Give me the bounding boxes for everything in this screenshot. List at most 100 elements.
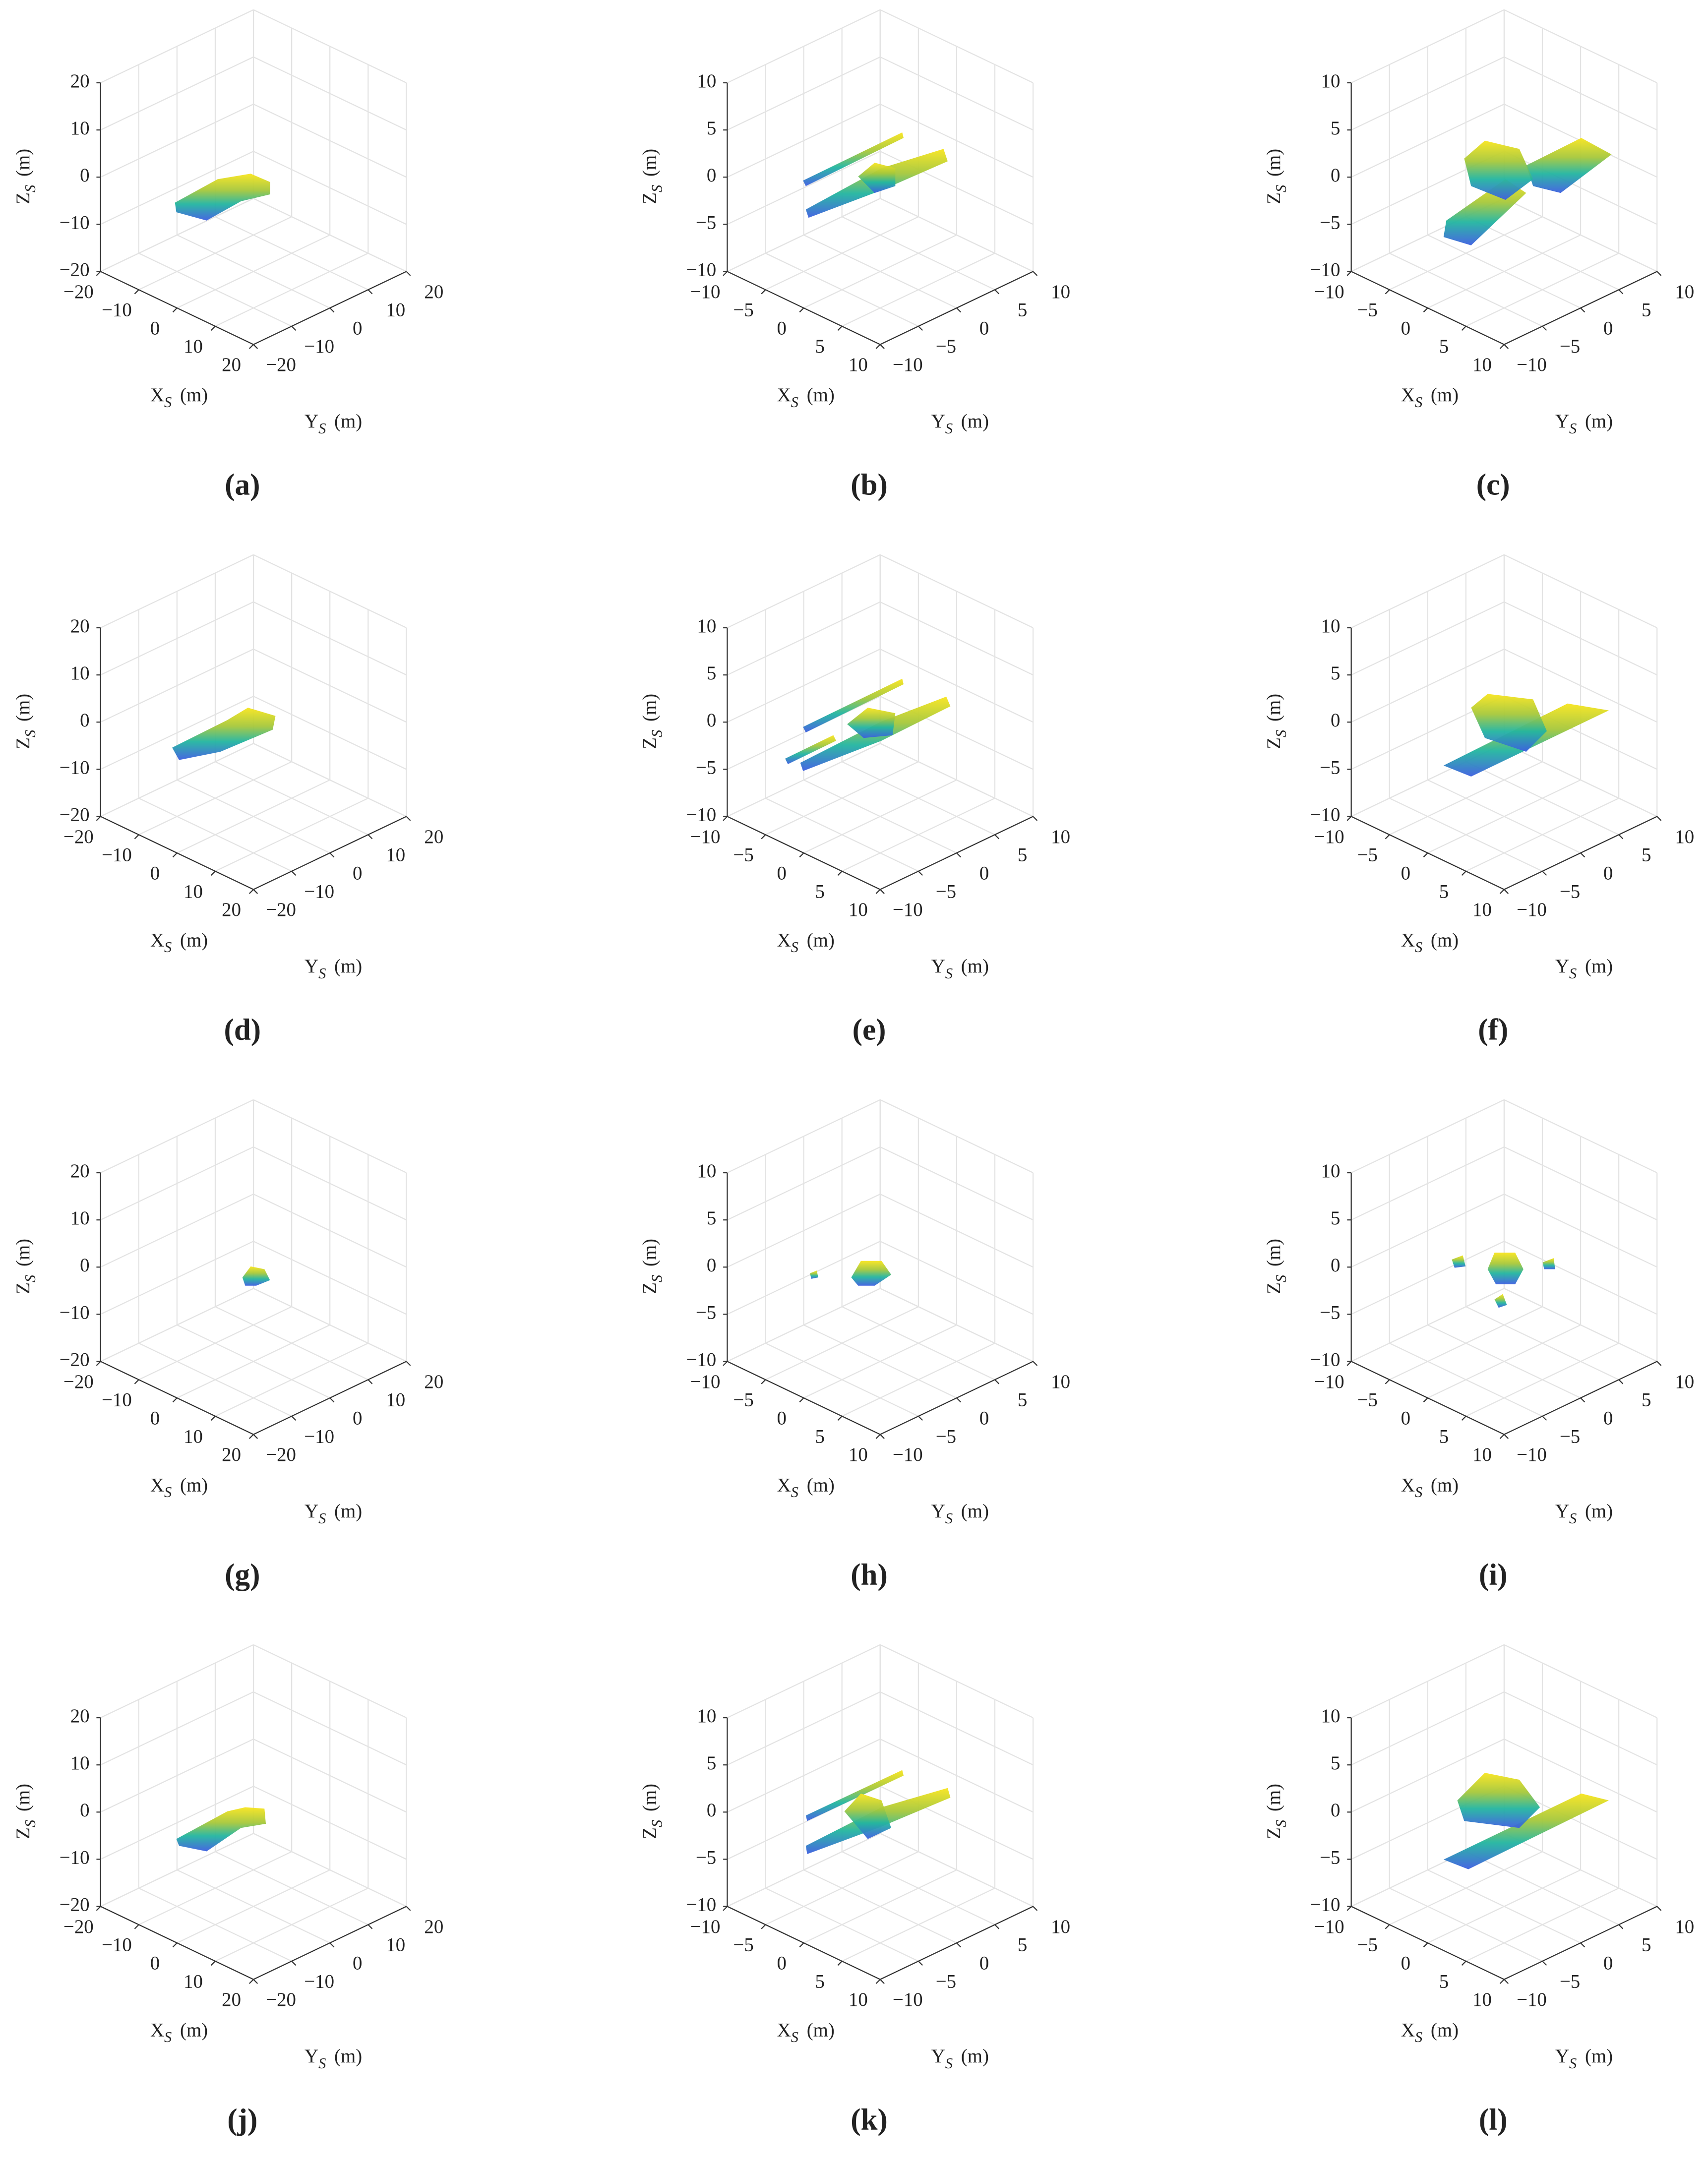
axis-label-main: Y xyxy=(931,956,945,977)
grid-line xyxy=(1504,1739,1657,1813)
panel-label: (j) xyxy=(227,2104,257,2137)
axis-label-main: X xyxy=(150,2019,164,2041)
tick-mark xyxy=(799,307,804,313)
grid-line xyxy=(215,1851,368,1925)
grid-line xyxy=(253,104,407,178)
y-tick-label: −10 xyxy=(304,1971,334,1992)
x-tick-label: 5 xyxy=(815,1426,825,1447)
tick-mark xyxy=(956,1397,962,1403)
tick-mark xyxy=(367,834,373,840)
axis-label-main: Y xyxy=(305,411,318,432)
grid-line xyxy=(100,104,254,178)
x-tick-label: 20 xyxy=(222,354,241,375)
grid-line xyxy=(1504,1194,1657,1268)
z-axis-label: ZS (m) xyxy=(639,1239,666,1294)
x-tick-label: 20 xyxy=(222,899,241,920)
grid-line xyxy=(727,1691,881,1766)
x-tick-label: 20 xyxy=(222,1444,241,1465)
x-axis-label: XS (m) xyxy=(777,2019,835,2045)
tick-mark xyxy=(248,1979,254,1984)
grid-line xyxy=(842,1306,995,1381)
x-tick-label: −20 xyxy=(63,1916,94,1937)
axis-label-unit: (m) xyxy=(961,1501,989,1522)
grid-line xyxy=(100,1146,254,1221)
x-tick-label: 10 xyxy=(1472,354,1492,375)
tick-mark xyxy=(723,1361,728,1366)
grid-line xyxy=(215,1306,368,1381)
tick-mark xyxy=(879,1434,885,1439)
axis-label-unit: (m) xyxy=(180,1474,208,1496)
tick-mark xyxy=(723,271,728,276)
tick-mark xyxy=(1461,326,1466,331)
axis-label-sub: S xyxy=(318,2055,326,2072)
z-tick-label: 5 xyxy=(1331,1752,1340,1774)
grid-line xyxy=(1351,1194,1505,1268)
point-cloud xyxy=(810,1270,818,1279)
tick-mark xyxy=(1033,1906,1038,1911)
grid-line xyxy=(1351,1099,1505,1174)
x-tick-label: 0 xyxy=(1401,317,1410,339)
grid-line xyxy=(1504,554,1657,629)
axis-label-sub: S xyxy=(318,420,326,437)
axis-label-sub: S xyxy=(945,2055,953,2072)
tick-mark xyxy=(956,1942,962,1948)
z-tick-label: −5 xyxy=(696,212,716,233)
grid-line xyxy=(880,1099,1034,1174)
z-tick-label: 0 xyxy=(707,710,716,731)
tick-mark xyxy=(1461,1961,1466,1966)
z-tick-label: 0 xyxy=(1331,165,1340,186)
tick-mark xyxy=(837,1416,843,1421)
tick-mark xyxy=(1580,1397,1586,1403)
grid-line xyxy=(1465,216,1619,291)
y-tick-label: −10 xyxy=(893,1989,923,2010)
z-tick-label: 10 xyxy=(70,118,90,139)
grid-line xyxy=(880,1833,1034,1907)
axis-label-sub: S xyxy=(791,394,798,411)
grid-line xyxy=(100,1691,254,1766)
axis-label-unit: (m) xyxy=(1263,1784,1284,1811)
axis-label-main: X xyxy=(777,929,791,951)
y-tick-label: −5 xyxy=(1560,1426,1580,1447)
point-cloud xyxy=(1452,1255,1466,1268)
x-tick-label: −10 xyxy=(102,1934,132,1956)
x-tick-label: 20 xyxy=(222,1989,241,2010)
x-tick-label: 10 xyxy=(849,1444,868,1465)
x-tick-label: −20 xyxy=(63,826,94,847)
z-tick-label: 10 xyxy=(1321,1160,1341,1182)
axis-label-sub: S xyxy=(164,394,172,411)
axis-label-unit: (m) xyxy=(961,411,989,432)
tick-mark xyxy=(329,307,335,313)
panel-label: (e) xyxy=(853,1014,886,1047)
y-tick-label: 5 xyxy=(1018,1934,1027,1956)
tick-mark xyxy=(799,1397,804,1403)
z-tick-label: −10 xyxy=(686,804,716,825)
tick-mark xyxy=(291,1961,297,1966)
axis-label-sub: S xyxy=(791,1484,798,1501)
tick-mark xyxy=(96,816,101,821)
grid-line xyxy=(727,1288,881,1362)
axis-label-main: Z xyxy=(1263,1282,1284,1294)
grid-line xyxy=(1504,1099,1657,1174)
y-axis-label: YS (m) xyxy=(1555,956,1613,982)
grid-line xyxy=(1351,601,1505,676)
tick-mark xyxy=(1618,289,1624,295)
grid-line xyxy=(803,779,957,854)
axis-label-unit: (m) xyxy=(639,1239,661,1266)
grid-line xyxy=(100,1288,254,1362)
grid-line xyxy=(100,743,254,817)
grid-line xyxy=(1504,1288,1657,1362)
grid-line xyxy=(253,743,407,817)
axis-label-unit: (m) xyxy=(961,956,989,977)
axis-label-unit: (m) xyxy=(334,956,362,977)
axis-label-sub: S xyxy=(164,939,172,956)
axis-label-sub: S xyxy=(791,2029,798,2045)
tick-mark xyxy=(918,1416,923,1421)
tick-mark xyxy=(406,1361,411,1366)
axis-label-main: Y xyxy=(1555,956,1569,977)
axis-label-main: X xyxy=(1401,384,1415,406)
x-tick-label: 5 xyxy=(1439,1971,1449,1992)
grid-line xyxy=(1389,1887,1543,1962)
y-tick-label: 0 xyxy=(1603,317,1613,339)
axis-label-sub: S xyxy=(1569,965,1577,982)
